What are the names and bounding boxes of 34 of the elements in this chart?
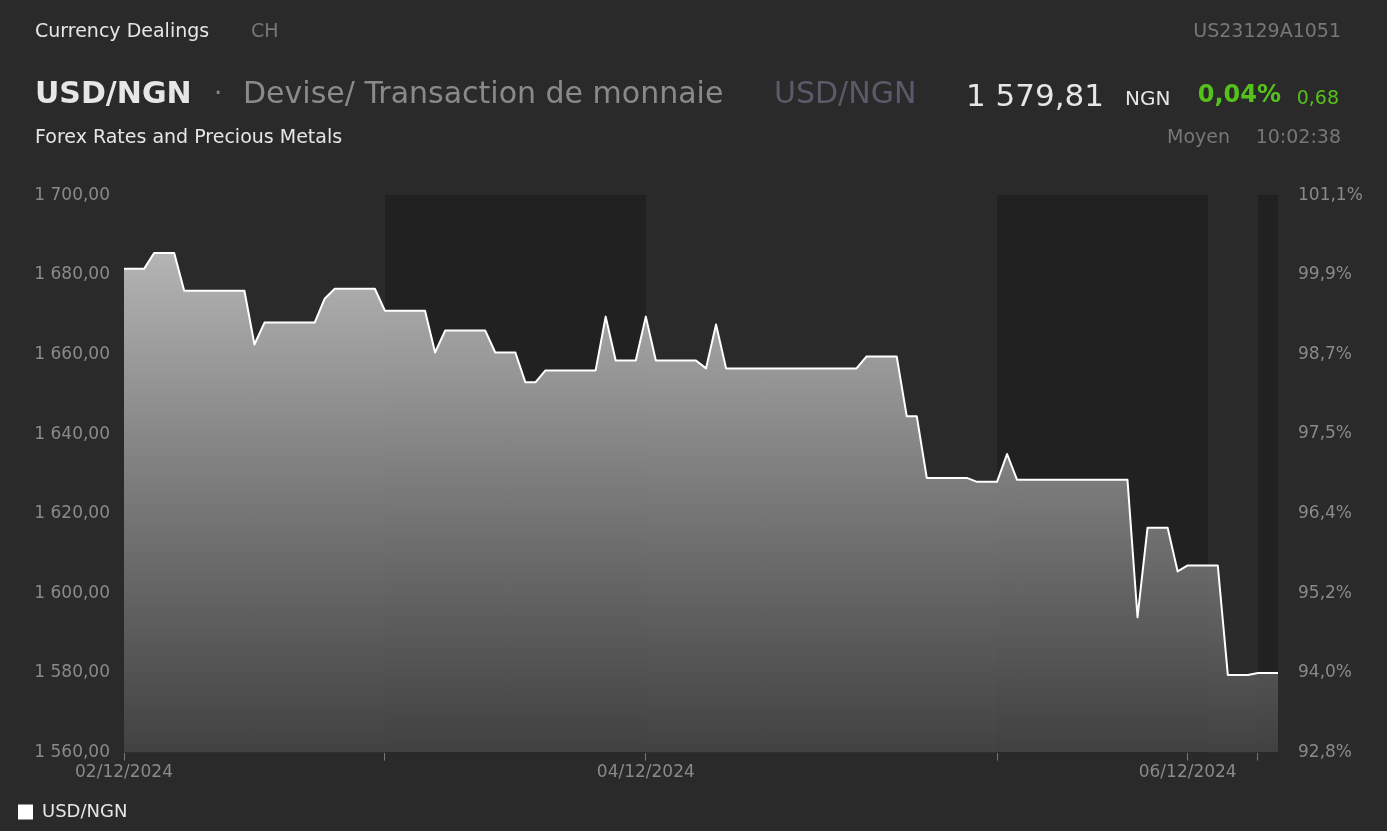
x-tick-label: 06/12/2024 (1138, 761, 1237, 782)
y-tick-label: 1 680,00 (34, 263, 110, 284)
text: US23129A1051 (1193, 19, 1341, 41)
x-tick-label: 04/12/2024 (596, 761, 695, 782)
text: CH (251, 19, 279, 41)
y-tick-label: 1 560,00 (34, 741, 110, 762)
y2-tick-label: 97,5% (1298, 422, 1353, 443)
y-tick-label: 1 580,00 (34, 661, 110, 682)
text: 0,68 (1296, 86, 1339, 108)
text: Forex Rates and Precious Metals (35, 125, 343, 147)
text: Currency Dealings (35, 19, 210, 41)
y2-tick-label: 96,4% (1298, 502, 1353, 523)
x-tick-label: 02/12/2024 (75, 761, 173, 782)
text: 0,04% (1197, 80, 1281, 108)
text: 1 579,81 (965, 77, 1104, 113)
y-tick-label: 1 620,00 (34, 502, 110, 523)
chart-subtitle: Devise/ Transaction de monnaie (243, 75, 724, 110)
text: Moyen (1167, 125, 1230, 147)
text: USD/NGN (774, 75, 917, 110)
y2-tick-label: 101,1% (1298, 183, 1363, 204)
y2-tick-label: 94,0% (1298, 661, 1353, 682)
y-tick-label: 1 640,00 (34, 422, 110, 443)
y2-tick-label: 99,9% (1298, 263, 1353, 284)
text: NGN (1125, 86, 1171, 110)
y2-tick-label: 95,2% (1298, 581, 1353, 602)
text: · (214, 78, 223, 108)
legend-label: USD/NGN (42, 799, 128, 821)
text: 10:02:38 (1255, 125, 1341, 147)
y-tick-label: 1 600,00 (34, 581, 110, 602)
chart-title: USD/NGN (35, 75, 192, 110)
y-tick-label: 1 660,00 (34, 342, 110, 363)
y-tick-label: 1 700,00 (34, 183, 110, 204)
y2-tick-label: 98,7% (1298, 342, 1353, 363)
y2-tick-label: 92,8% (1298, 741, 1353, 762)
